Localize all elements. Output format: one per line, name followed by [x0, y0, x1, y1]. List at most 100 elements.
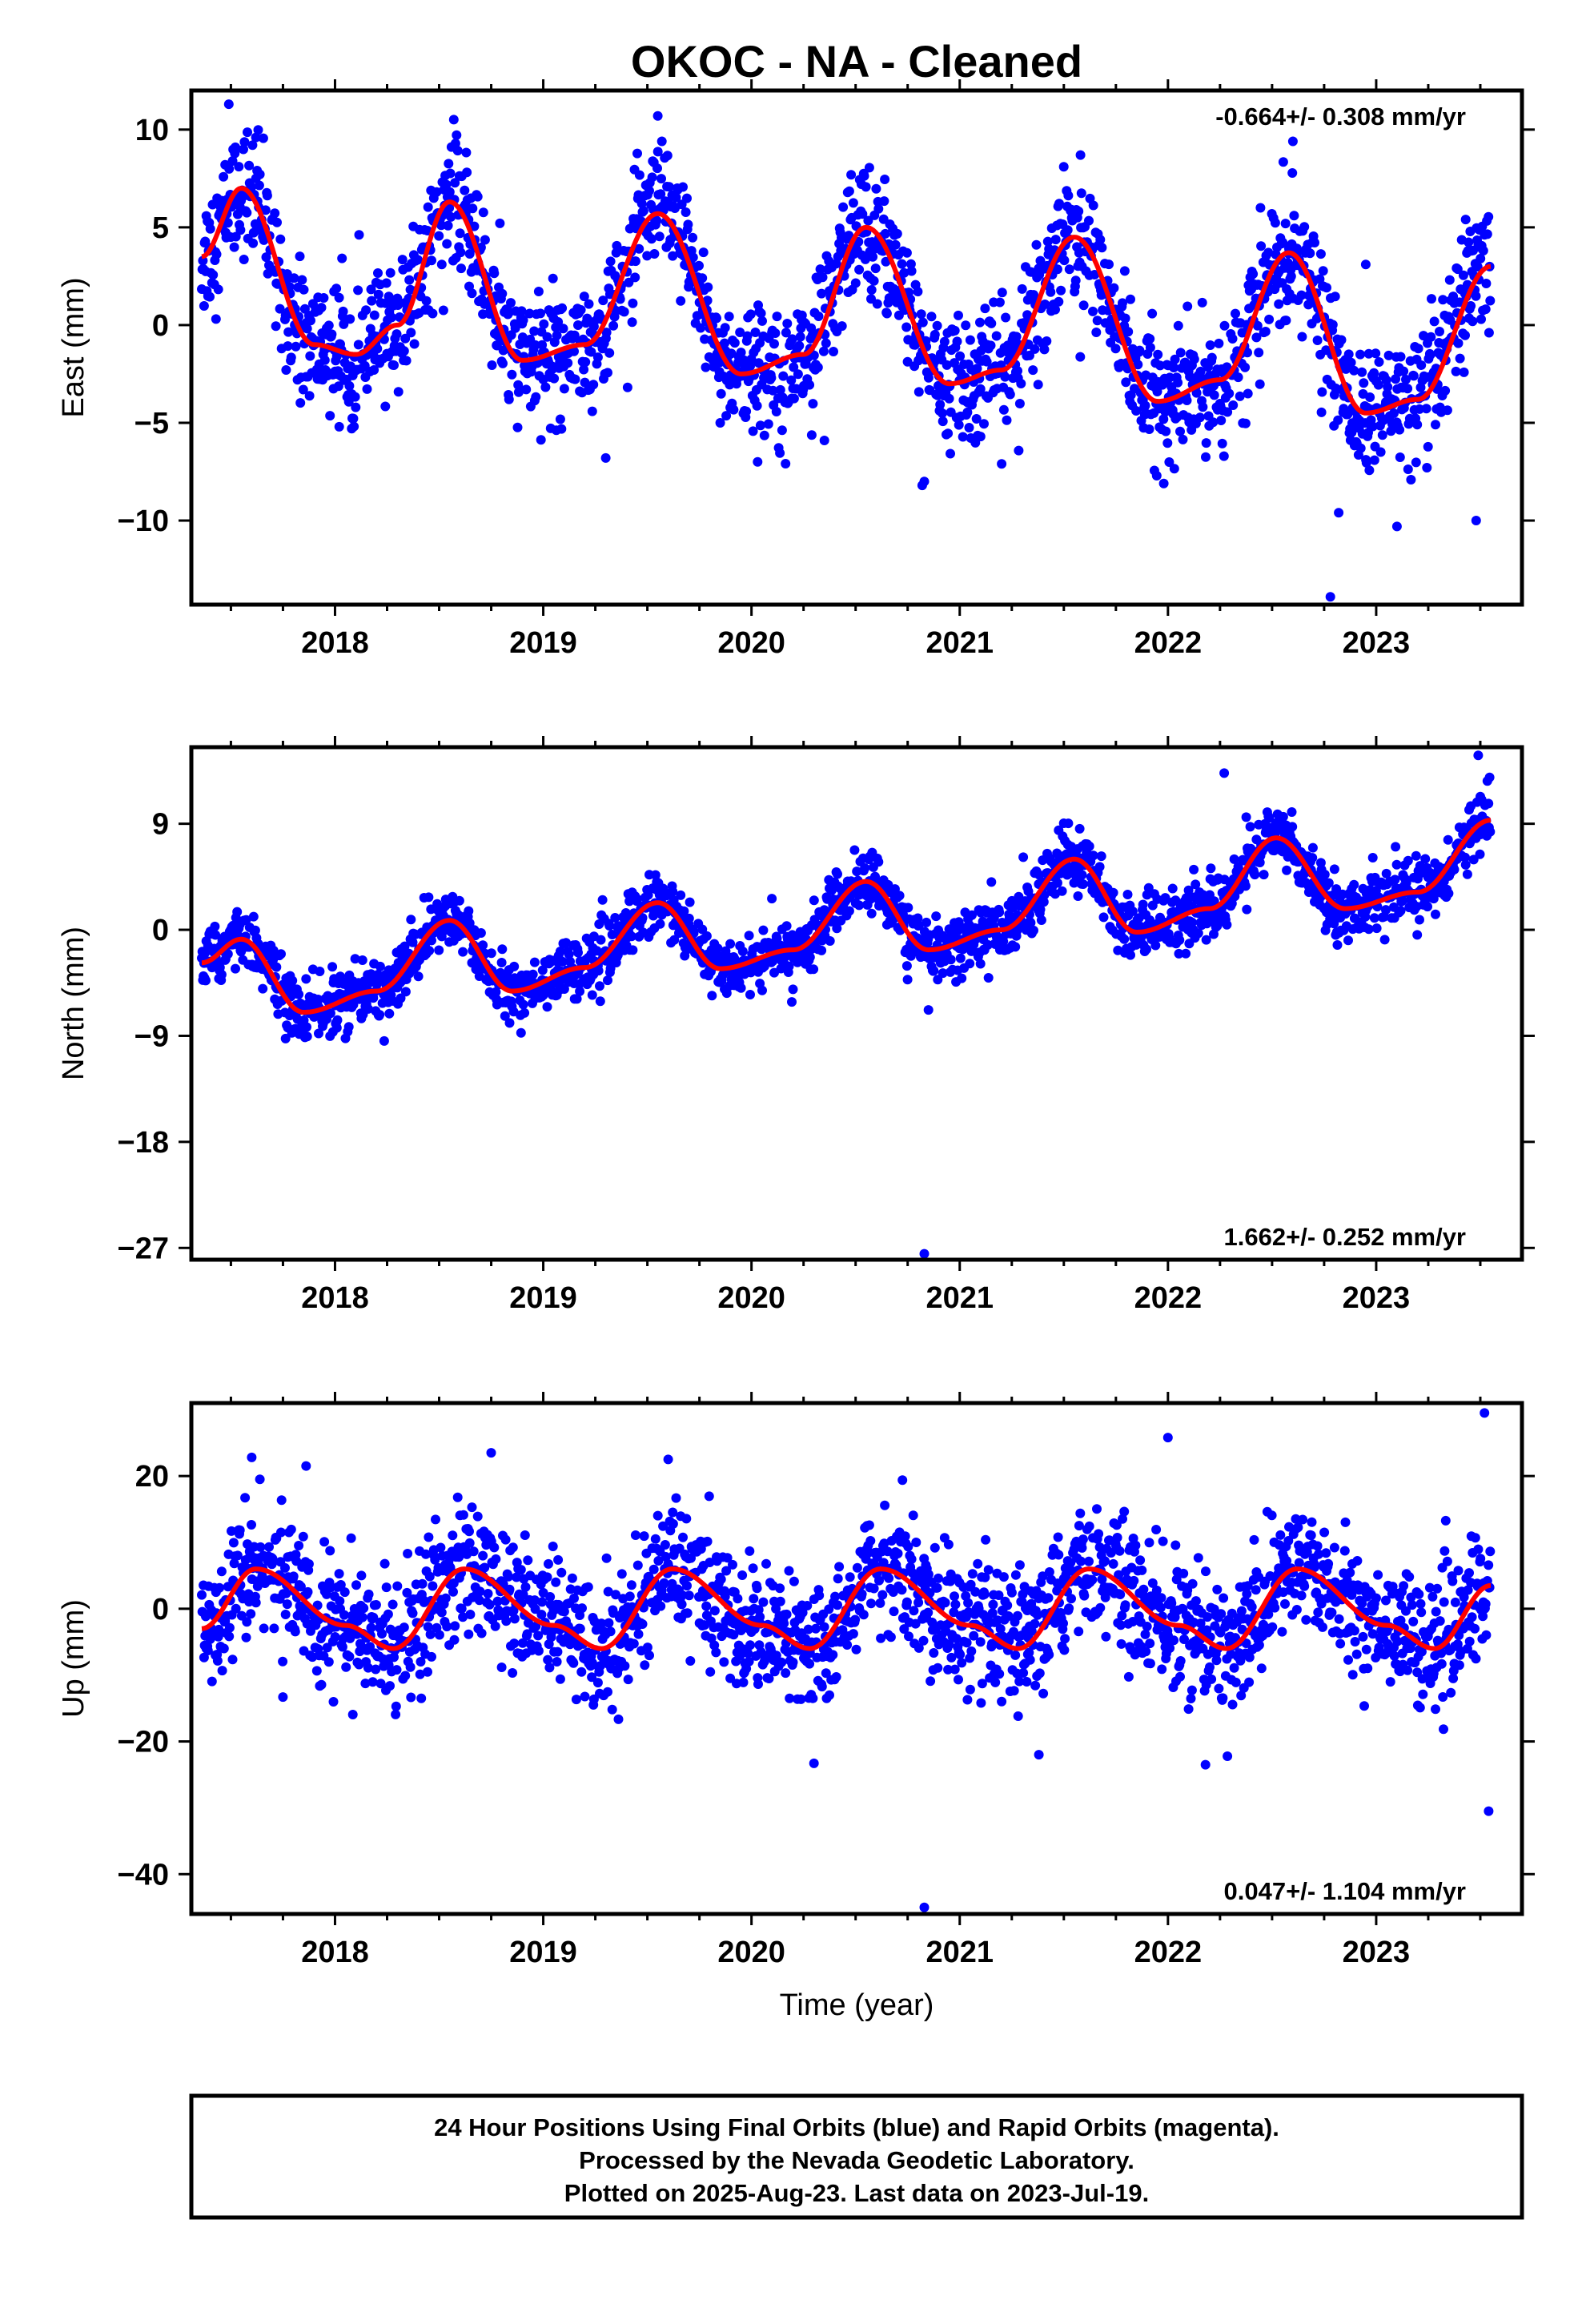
up-data-point: [512, 1572, 522, 1582]
up-data-point: [316, 1679, 327, 1690]
east-data-point: [1005, 389, 1015, 400]
east-data-point: [662, 151, 673, 161]
east-data-point: [1395, 352, 1406, 362]
up-data-point: [385, 1681, 395, 1691]
east-data-point: [905, 259, 916, 269]
east-data-point: [1039, 344, 1050, 355]
north-data-point: [1052, 878, 1062, 888]
east-data-point: [768, 385, 778, 396]
up-data-point: [603, 1687, 612, 1697]
east-x-tick-label: 2019: [509, 626, 577, 660]
north-x-axis: [229, 736, 1482, 1271]
east-data-point: [1280, 219, 1291, 229]
north-data-point: [597, 895, 608, 905]
east-data-point: [656, 174, 666, 184]
up-data-point: [607, 1704, 617, 1715]
east-data-point: [1471, 291, 1481, 301]
east-data-point: [472, 191, 483, 202]
north-data-point: [809, 915, 820, 925]
north-data-point: [1250, 870, 1260, 880]
east-data-point: [962, 407, 973, 417]
up-data-point: [721, 1566, 732, 1576]
up-data-point: [504, 1584, 515, 1594]
up-data-point: [568, 1658, 579, 1668]
north-outlier-point: [919, 1248, 930, 1259]
up-data-point: [337, 1642, 347, 1652]
east-data-point: [772, 312, 782, 322]
east-data-point: [775, 384, 785, 395]
east-data-point: [916, 309, 926, 320]
east-data-point: [1431, 420, 1440, 430]
east-data-point: [873, 203, 884, 214]
east-data-point: [1481, 279, 1492, 288]
up-data-point: [288, 1571, 299, 1582]
east-x-tick-label: 2020: [717, 626, 785, 660]
up-data-point: [228, 1538, 239, 1548]
east-data-point: [286, 352, 296, 363]
up-data-point: [415, 1669, 425, 1679]
east-data-point: [467, 288, 477, 299]
up-data-point: [748, 1563, 758, 1574]
east-data-point: [497, 288, 508, 299]
north-data-point: [894, 891, 905, 901]
east-data-point: [385, 267, 396, 278]
east-data-point: [460, 185, 470, 195]
up-data-point: [301, 1461, 311, 1471]
east-data-point: [604, 348, 615, 358]
north-data-point: [504, 1018, 515, 1028]
east-data-point: [1395, 452, 1405, 462]
east-data-point: [671, 192, 681, 203]
north-data-point: [1443, 888, 1454, 899]
up-data-point: [428, 1581, 438, 1591]
east-data-point: [1074, 206, 1084, 216]
up-data-point: [199, 1652, 209, 1663]
up-data-point: [737, 1570, 748, 1580]
east-data-point: [720, 338, 729, 348]
east-data-point: [1104, 259, 1114, 270]
up-data-point: [356, 1570, 367, 1581]
north-data-point: [350, 954, 360, 964]
north-data-point: [210, 921, 220, 931]
east-data-point: [694, 260, 704, 271]
up-data-point: [741, 1663, 752, 1674]
up-data-point: [464, 1526, 474, 1537]
up-data-point: [745, 1640, 755, 1651]
east-data-point: [487, 360, 497, 370]
east-data-point: [1377, 430, 1387, 440]
up-data-point: [671, 1493, 681, 1503]
east-data-point: [897, 259, 907, 269]
north-data-point: [357, 955, 367, 965]
east-data-point: [997, 287, 1007, 298]
east-y-tick-label: 0: [152, 309, 169, 343]
up-data-point: [286, 1524, 296, 1534]
east-data-point: [870, 263, 881, 274]
north-data-point: [1026, 918, 1036, 928]
east-data-point: [506, 298, 516, 308]
east-data-point: [864, 163, 874, 173]
east-data-point: [1097, 243, 1107, 253]
north-data-point: [573, 947, 583, 958]
east-data-point: [917, 317, 928, 328]
north-data-point: [787, 997, 797, 1007]
east-data-point: [1255, 379, 1265, 389]
north-data-point: [454, 895, 464, 906]
north-data-point: [464, 906, 474, 916]
north-x-tick-label: 2022: [1134, 1281, 1203, 1315]
up-data-point: [335, 1596, 345, 1606]
north-data-point: [587, 990, 597, 1000]
east-data-point: [1389, 408, 1399, 418]
east-data-point: [955, 351, 966, 361]
east-data-point: [1031, 239, 1042, 250]
east-data-point: [844, 186, 854, 196]
north-data-point: [938, 968, 948, 979]
east-data-point: [1438, 295, 1448, 305]
east-data-point: [926, 312, 937, 322]
east-data-point: [846, 170, 857, 180]
east-data-point: [421, 296, 432, 306]
east-data-point: [1278, 157, 1288, 167]
east-x-axis: [229, 79, 1482, 616]
north-data-point: [250, 925, 260, 935]
north-data-point: [1108, 887, 1118, 898]
up-data-point: [436, 1607, 447, 1618]
north-data-point: [1074, 823, 1085, 834]
